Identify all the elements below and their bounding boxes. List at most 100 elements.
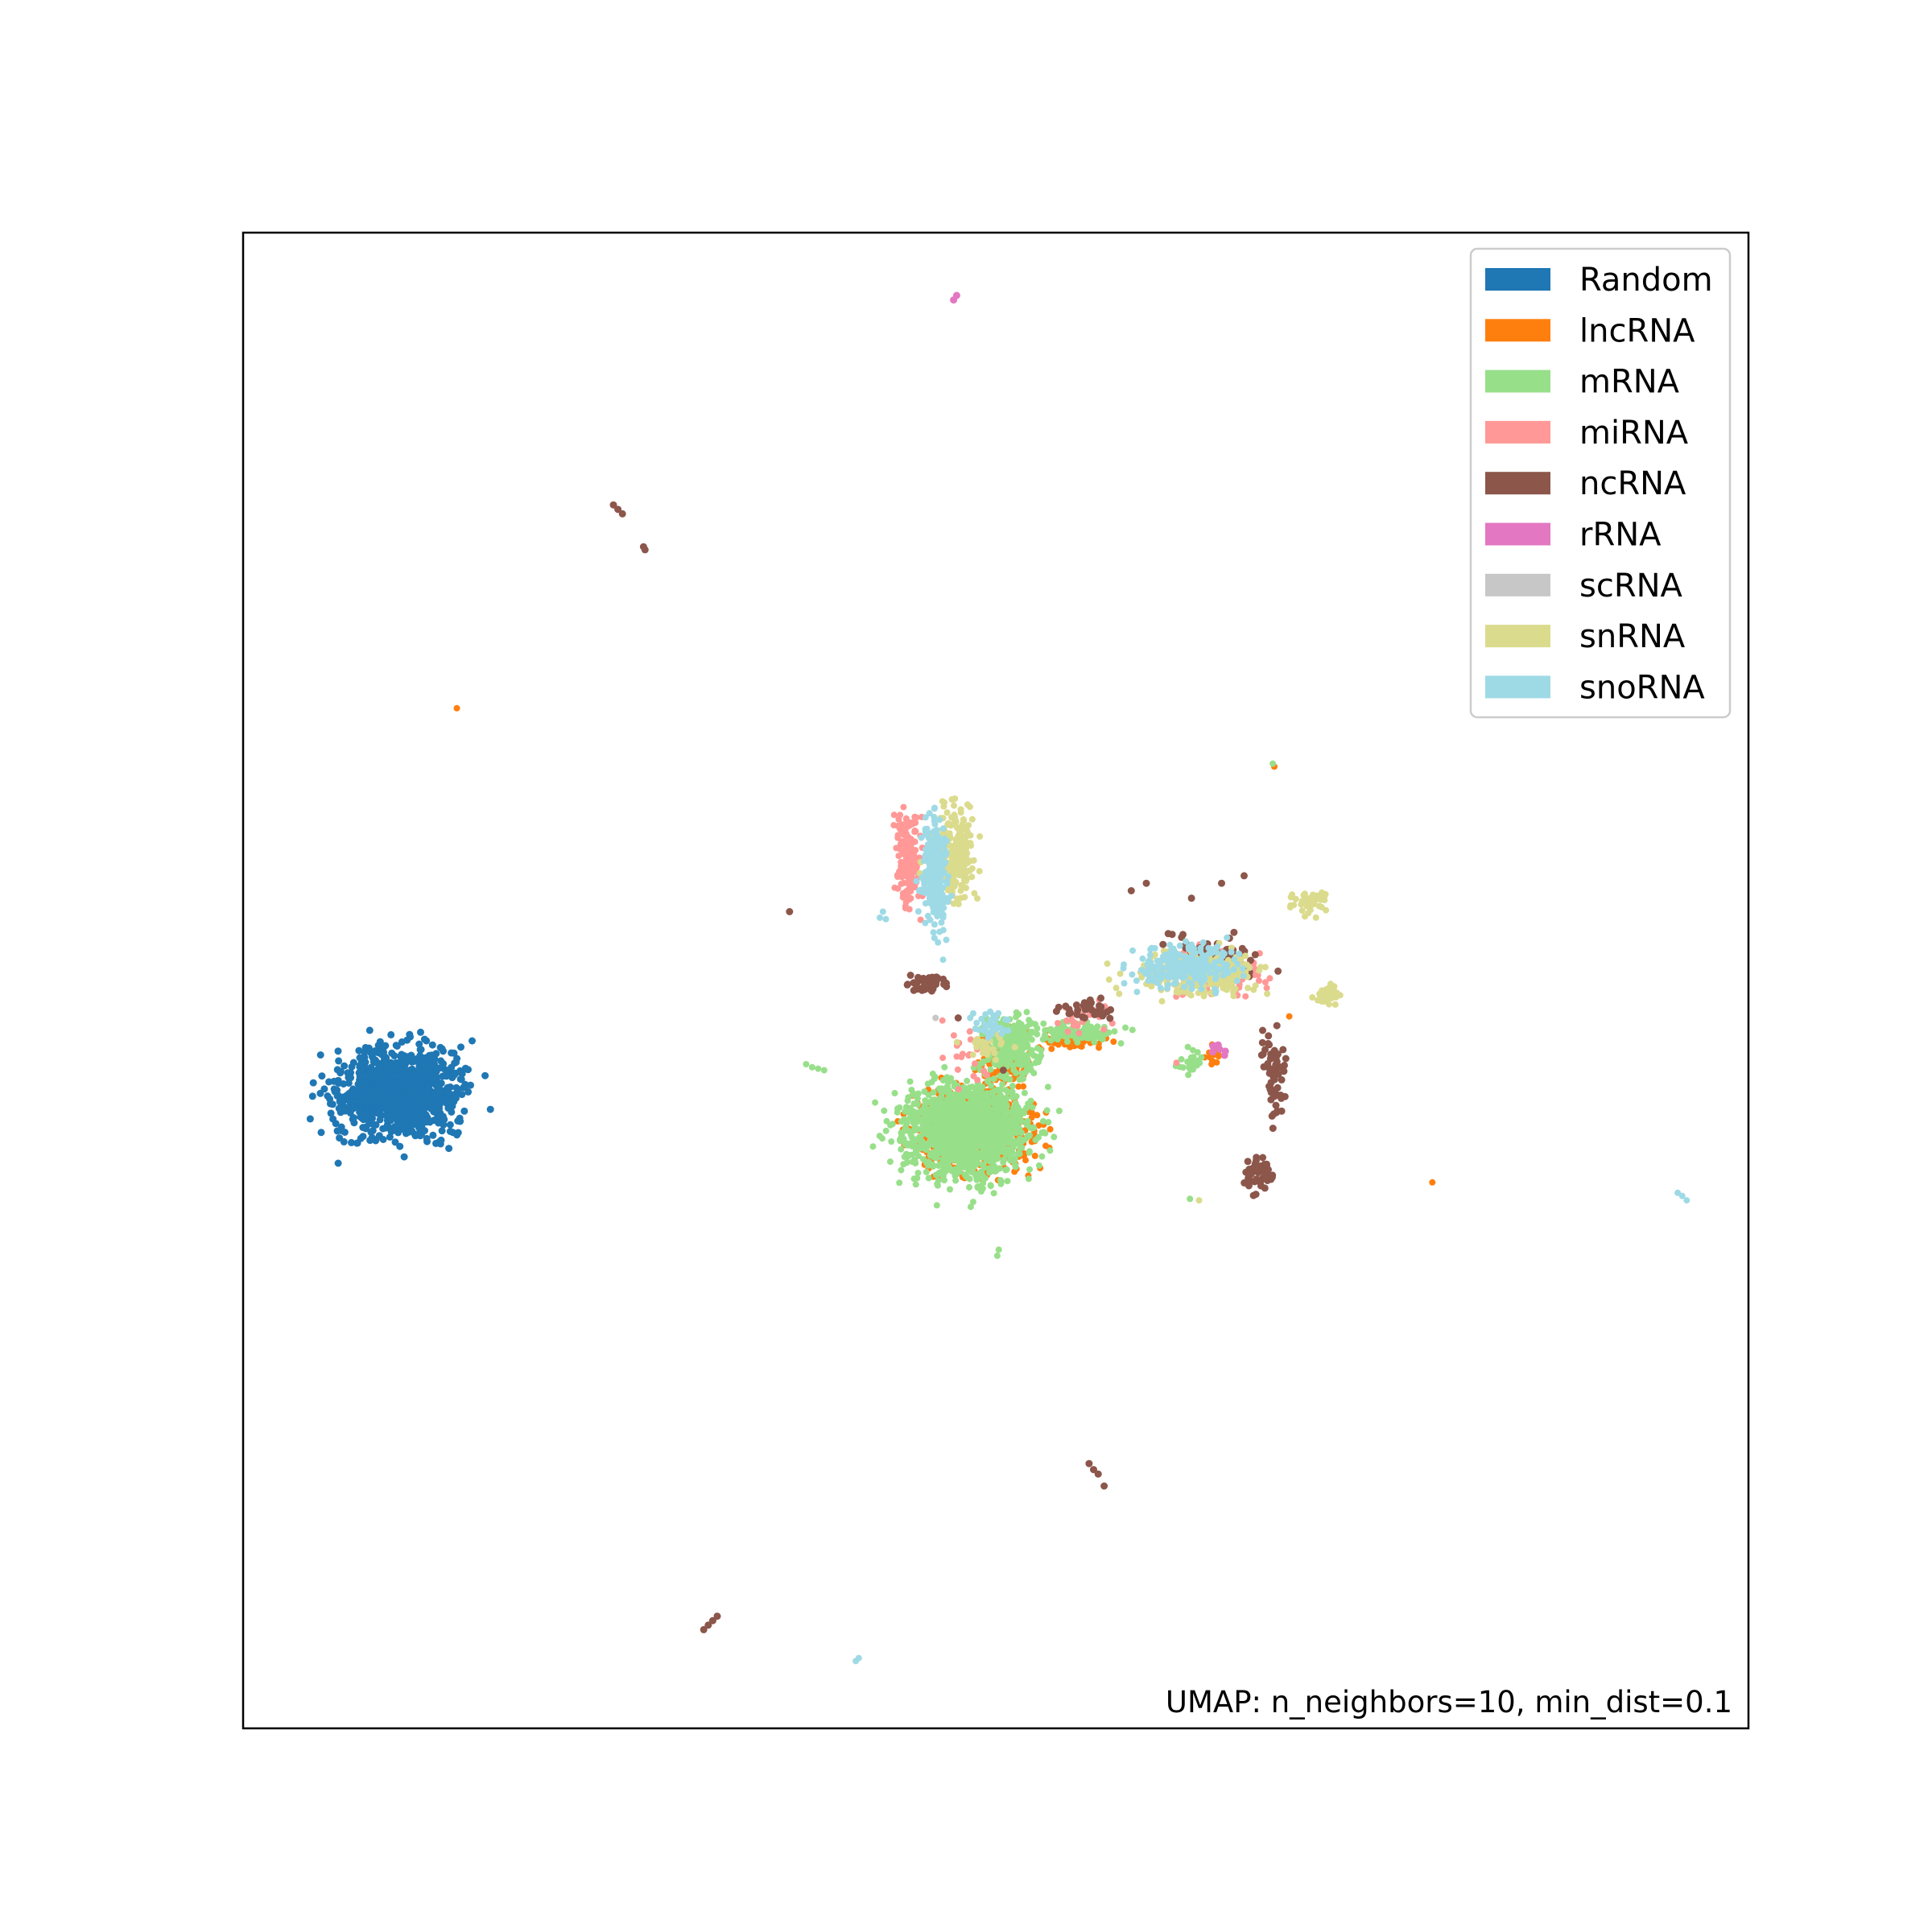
point-lncrna: [1048, 1045, 1055, 1052]
point-random: [317, 1129, 325, 1137]
point-mrna: [898, 1118, 905, 1125]
point-mrna: [1189, 1062, 1196, 1069]
point-mrna: [997, 1086, 1005, 1093]
point-mirna: [984, 1071, 990, 1079]
point-mrna: [923, 1113, 931, 1121]
point-mrna: [1005, 1110, 1012, 1117]
point-random: [356, 1108, 364, 1116]
point-mrna: [1035, 1059, 1042, 1066]
point-random: [486, 1105, 494, 1113]
point-mrna: [1016, 1037, 1023, 1044]
series-scrna: [932, 1014, 939, 1022]
point-random: [379, 1051, 386, 1059]
point-mrna: [1026, 1166, 1033, 1173]
point-snrna: [947, 865, 955, 872]
point-mrna: [1001, 1136, 1008, 1143]
point-random: [362, 1125, 369, 1133]
point-mrna: [1023, 1060, 1030, 1067]
point-mrna: [987, 1066, 994, 1073]
point-mrna: [1015, 1019, 1022, 1026]
point-mirna: [1075, 1030, 1083, 1037]
point-mrna: [985, 1115, 993, 1122]
point-mrna: [920, 1145, 927, 1152]
point-snrna: [955, 870, 962, 877]
point-snrna: [960, 870, 967, 877]
point-ncrna: [1270, 1075, 1278, 1084]
point-mrna: [984, 1105, 991, 1113]
point-snrna: [953, 895, 960, 902]
point-random: [327, 1109, 335, 1117]
point-random: [415, 1092, 423, 1100]
point-ncrna: [999, 1067, 1007, 1074]
point-mirna: [894, 885, 902, 892]
point-mrna: [968, 1135, 976, 1142]
point-mrna: [1002, 1087, 1009, 1094]
point-mirna: [902, 815, 910, 822]
point-mrna: [968, 1108, 976, 1115]
point-mrna: [1018, 1118, 1025, 1125]
point-mirna: [970, 1072, 977, 1080]
point-mrna: [1023, 1118, 1030, 1125]
point-mrna: [1016, 1146, 1023, 1153]
point-snrna: [956, 859, 963, 865]
point-mrna: [933, 1154, 940, 1162]
point-ncrna: [1100, 1010, 1108, 1018]
point-mrna: [947, 1166, 954, 1173]
point-snrna: [955, 825, 962, 832]
point-mrna: [894, 1105, 901, 1113]
point-random: [401, 1113, 409, 1121]
point-random: [420, 1035, 428, 1043]
point-mirna: [902, 902, 909, 910]
point-random: [330, 1077, 338, 1085]
point-mrna: [987, 1158, 994, 1165]
point-lncrna: [1286, 1013, 1293, 1020]
point-mirna: [909, 866, 915, 873]
point-random: [368, 1120, 376, 1128]
point-snrna: [960, 834, 968, 841]
point-mrna: [976, 1119, 984, 1126]
point-mrna: [912, 1181, 919, 1188]
point-random: [390, 1072, 398, 1080]
point-ncrna: [910, 986, 918, 994]
point-random: [378, 1087, 386, 1095]
point-mrna: [910, 1175, 918, 1183]
point-mrna: [898, 1166, 905, 1174]
point-mrna: [1122, 1024, 1129, 1031]
point-mrna: [1009, 1083, 1016, 1089]
point-random: [341, 1062, 349, 1070]
point-random: [452, 1094, 460, 1102]
point-mrna: [1025, 1100, 1032, 1108]
point-snrna: [960, 842, 967, 848]
point-random: [386, 1133, 394, 1141]
point-mrna: [963, 1157, 970, 1164]
point-mrna: [1054, 1026, 1060, 1033]
point-mrna: [930, 1163, 937, 1170]
point-ncrna: [1272, 1061, 1280, 1069]
point-random: [454, 1117, 462, 1125]
point-random: [444, 1084, 452, 1092]
point-random: [420, 1105, 428, 1113]
point-random: [433, 1066, 440, 1074]
point-mrna: [1046, 1147, 1054, 1154]
point-ncrna: [1230, 928, 1238, 936]
point-mrna: [1034, 1030, 1041, 1038]
point-mirna: [910, 819, 918, 826]
point-snrna: [968, 815, 976, 823]
point-random: [401, 1107, 409, 1115]
point-mrna: [981, 1164, 988, 1171]
point-snrna: [967, 840, 974, 847]
point-mrna: [973, 1096, 980, 1103]
point-mrna: [908, 1141, 915, 1148]
point-mrna: [990, 1190, 997, 1197]
point-mrna: [962, 1133, 969, 1141]
point-random: [430, 1055, 438, 1063]
point-random: [355, 1081, 363, 1089]
point-ncrna: [906, 972, 914, 979]
point-random: [367, 1075, 375, 1083]
point-mrna: [956, 1114, 963, 1121]
point-mirna: [911, 854, 919, 861]
point-mrna: [917, 1138, 924, 1146]
point-mrna: [928, 1117, 935, 1124]
point-snrna: [948, 821, 956, 828]
point-ncrna: [1274, 967, 1282, 975]
